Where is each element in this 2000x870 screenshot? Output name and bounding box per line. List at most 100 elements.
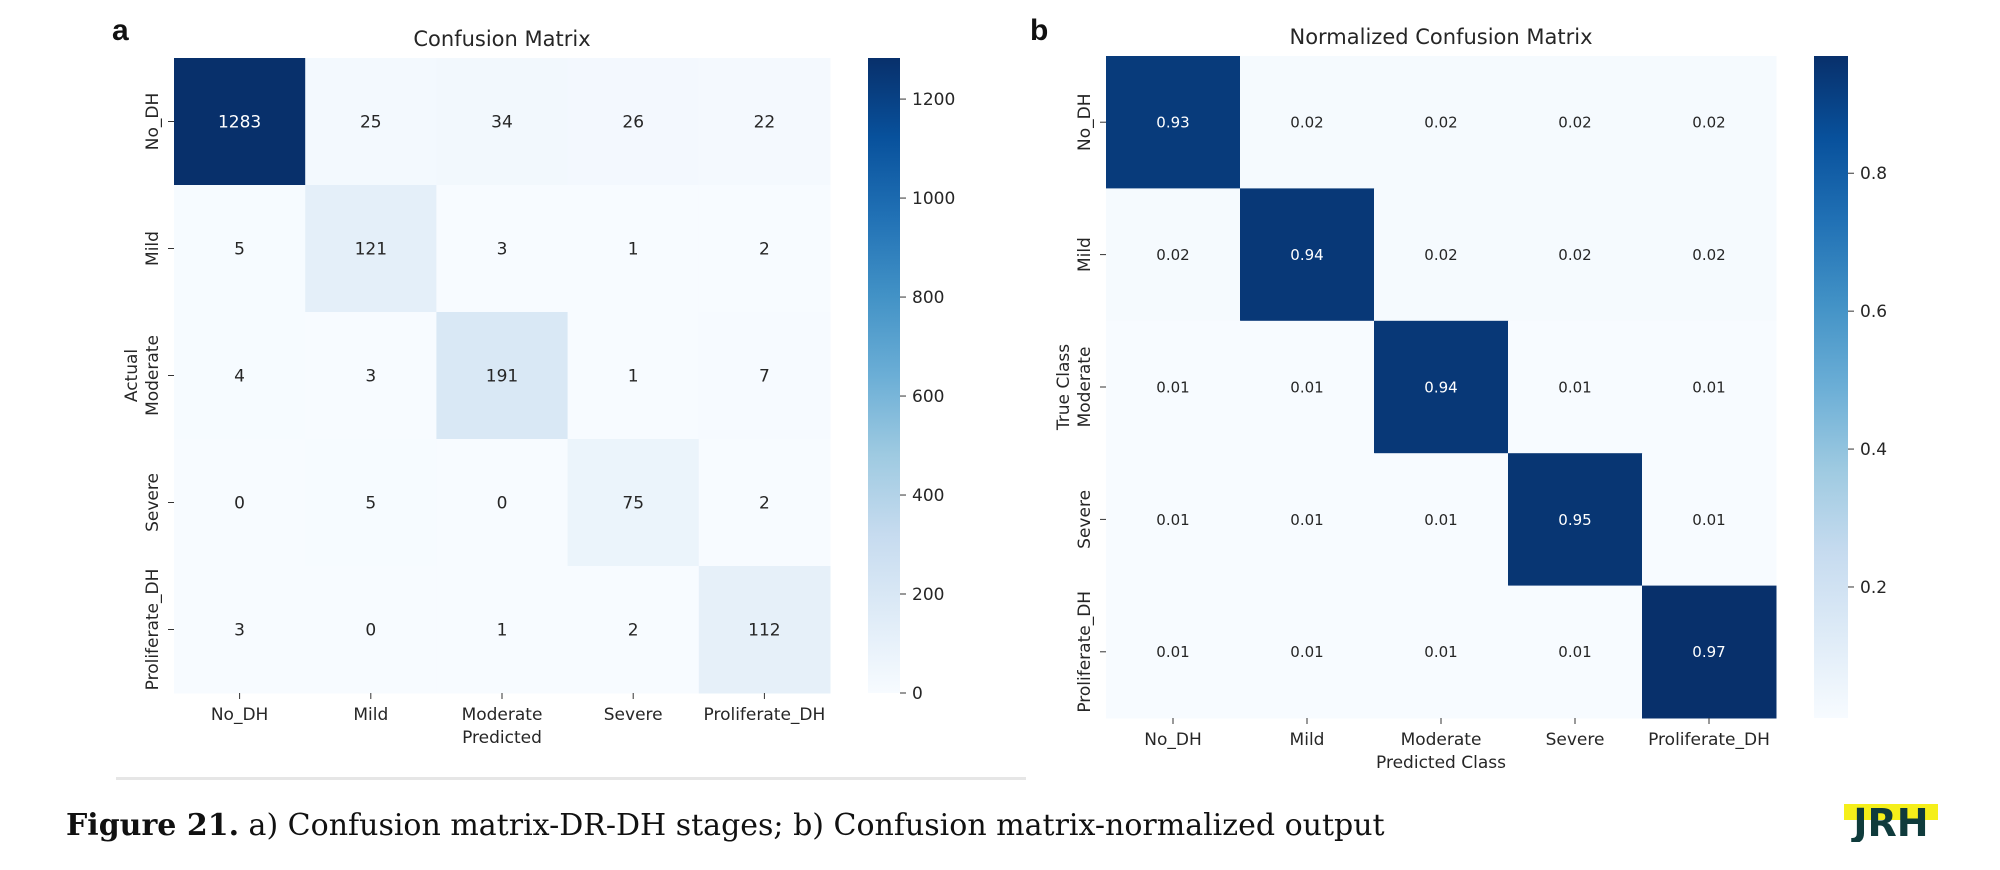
heatmap-cell bbox=[1106, 453, 1241, 587]
normalized-confusion-matrix-chart: Normalized Confusion Matrix 0.93 0.02 0.02 0… bbox=[1054, 25, 1887, 770]
x-tick-label: Moderate bbox=[1401, 730, 1482, 750]
figure-caption-text: a) Confusion matrix-DR-DH stages; b) Con… bbox=[239, 808, 1385, 843]
y-axis-label: Actual bbox=[122, 349, 142, 402]
cell-value-label: 0.02 bbox=[1692, 114, 1725, 132]
heatmap-cell bbox=[1106, 56, 1241, 189]
heatmap-cell bbox=[1240, 56, 1375, 189]
cell-value-label: 0.01 bbox=[1424, 643, 1457, 661]
x-axis-label: Predicted Class bbox=[1376, 753, 1506, 770]
cell-value-label: 0.01 bbox=[1290, 378, 1323, 396]
colorbar-tick-label: 400 bbox=[912, 486, 944, 506]
heatmap-cell bbox=[567, 185, 700, 313]
heatmap-cell bbox=[567, 439, 700, 567]
cell-value-label: 25 bbox=[360, 113, 382, 133]
cell-value-label: 0.94 bbox=[1424, 378, 1457, 396]
panel-label-a: a bbox=[112, 14, 129, 47]
heatmap-cell bbox=[174, 566, 306, 694]
heatmap-cell bbox=[698, 185, 831, 313]
cell-value-label: 0.02 bbox=[1692, 246, 1725, 264]
heatmap-cell bbox=[1508, 585, 1643, 719]
x-tick-label: Proliferate_DH bbox=[704, 705, 826, 725]
panel-label-b: b bbox=[1030, 14, 1049, 47]
colorbar-tick-label: 0.8 bbox=[1860, 164, 1887, 184]
cell-value-label: 0 bbox=[497, 494, 508, 514]
logo-highlight bbox=[1844, 804, 1938, 820]
cell-value-label: 0.93 bbox=[1156, 114, 1189, 132]
journal-logo: JRH bbox=[1844, 802, 1938, 842]
colorbar-tick-label: 600 bbox=[912, 387, 944, 407]
cell-value-label: 0.01 bbox=[1156, 378, 1189, 396]
cell-value-label: 0.94 bbox=[1290, 246, 1323, 264]
cell-value-label: 22 bbox=[754, 113, 776, 133]
y-tick-label: Mild bbox=[1075, 237, 1095, 272]
cell-value-label: 2 bbox=[628, 621, 639, 641]
heatmap-cell bbox=[567, 566, 700, 694]
cell-value-label: 121 bbox=[355, 240, 387, 260]
heatmap-cell bbox=[436, 312, 569, 440]
cell-value-label: 34 bbox=[491, 113, 513, 133]
heatmap-cell bbox=[305, 439, 437, 567]
x-tick-label: Proliferate_DH bbox=[1648, 730, 1770, 750]
cell-value-label: 5 bbox=[234, 240, 245, 260]
cell-value-label: 1 bbox=[628, 240, 639, 260]
heatmap-cell bbox=[1374, 320, 1509, 454]
cell-value-label: 0.01 bbox=[1692, 378, 1725, 396]
heatmap-cell bbox=[174, 58, 306, 186]
heatmap-cell bbox=[698, 439, 831, 567]
x-tick-label: Severe bbox=[604, 705, 663, 725]
heatmap-cell bbox=[1240, 188, 1375, 322]
y-tick-label: Proliferate_DH bbox=[143, 569, 163, 691]
heatmap-cell bbox=[305, 566, 437, 694]
y-tick-label: Moderate bbox=[143, 335, 163, 416]
heatmap-cell bbox=[567, 58, 700, 186]
heatmap-cell bbox=[698, 312, 831, 440]
cell-value-label: 0 bbox=[234, 494, 245, 514]
colorbar bbox=[868, 58, 900, 693]
heatmap-cell bbox=[1374, 585, 1509, 719]
cell-value-label: 0.01 bbox=[1290, 643, 1323, 661]
cell-value-label: 0.02 bbox=[1424, 114, 1457, 132]
cell-value-label: 0.01 bbox=[1424, 511, 1457, 529]
heatmap-cell bbox=[1642, 453, 1777, 587]
cell-value-label: 0 bbox=[365, 621, 376, 641]
heatmap-cell bbox=[1106, 320, 1241, 454]
colorbar-tick-label: 0.2 bbox=[1860, 578, 1887, 598]
heatmap-cell bbox=[436, 566, 569, 694]
colorbar-tick-label: 0 bbox=[912, 684, 923, 704]
cell-value-label: 0.95 bbox=[1558, 511, 1591, 529]
y-tick-label: Proliferate_DH bbox=[1075, 591, 1095, 713]
cell-value-label: 0.02 bbox=[1558, 114, 1591, 132]
cell-value-label: 2 bbox=[759, 494, 770, 514]
colorbar bbox=[1814, 56, 1848, 718]
cell-value-label: 5 bbox=[365, 494, 376, 514]
cell-value-label: 1 bbox=[497, 621, 508, 641]
cell-value-label: 0.01 bbox=[1558, 378, 1591, 396]
colorbar-tick-label: 1200 bbox=[912, 90, 955, 110]
heatmap-cell bbox=[1106, 585, 1241, 719]
cell-value-label: 191 bbox=[486, 367, 518, 387]
x-tick-label: No_DH bbox=[1144, 730, 1202, 750]
x-tick-label: Severe bbox=[1546, 730, 1605, 750]
x-axis-label: Predicted bbox=[462, 728, 542, 748]
heatmap-cell bbox=[567, 312, 700, 440]
cell-value-label: 0.01 bbox=[1156, 643, 1189, 661]
heatmap-cell bbox=[436, 58, 569, 186]
heatmap-cell bbox=[305, 58, 437, 186]
cell-value-label: 0.02 bbox=[1290, 114, 1323, 132]
colorbar-tick-label: 0.6 bbox=[1860, 302, 1887, 322]
x-tick-label: Moderate bbox=[462, 705, 543, 725]
figure-caption: Figure 21. a) Confusion matrix-DR-DH sta… bbox=[66, 808, 1385, 843]
y-tick-label: Severe bbox=[1075, 490, 1095, 549]
heatmap-cell bbox=[1508, 56, 1643, 189]
y-tick-label: Mild bbox=[143, 231, 163, 266]
heatmap-cell bbox=[305, 312, 437, 440]
cell-value-label: 0.02 bbox=[1558, 246, 1591, 264]
cell-value-label: 0.01 bbox=[1156, 511, 1189, 529]
colorbar-tick-label: 0.4 bbox=[1860, 440, 1887, 460]
chart-title: Normalized Confusion Matrix bbox=[1289, 25, 1592, 49]
colorbar-tick-label: 200 bbox=[912, 585, 944, 605]
logo-text: JRH bbox=[1850, 802, 1928, 842]
figure-caption-label: Figure 21. bbox=[66, 808, 240, 843]
heatmap-cell bbox=[174, 439, 306, 567]
cell-value-label: 26 bbox=[622, 113, 644, 133]
